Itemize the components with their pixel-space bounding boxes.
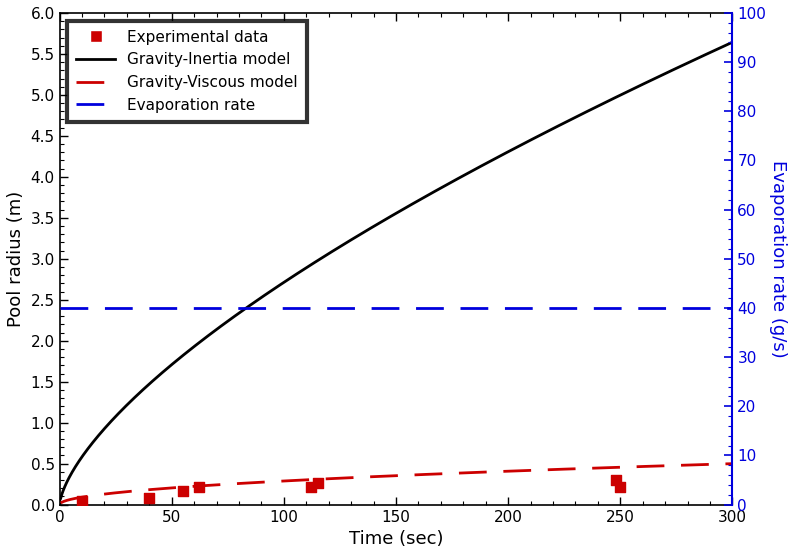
Y-axis label: Evaporation rate (g/s): Evaporation rate (g/s) bbox=[769, 160, 787, 357]
Point bbox=[176, 486, 189, 495]
X-axis label: Time (sec): Time (sec) bbox=[349, 530, 443, 548]
Legend: Experimental data, Gravity-Inertia model, Gravity-Viscous model, Evaporation rat: Experimental data, Gravity-Inertia model… bbox=[67, 21, 306, 122]
Point bbox=[610, 476, 622, 485]
Point bbox=[304, 482, 317, 491]
Point bbox=[192, 482, 205, 491]
Point bbox=[143, 493, 156, 502]
Y-axis label: Pool radius (m): Pool radius (m) bbox=[7, 191, 25, 327]
Point bbox=[311, 478, 324, 487]
Point bbox=[614, 482, 626, 491]
Point bbox=[75, 496, 88, 505]
